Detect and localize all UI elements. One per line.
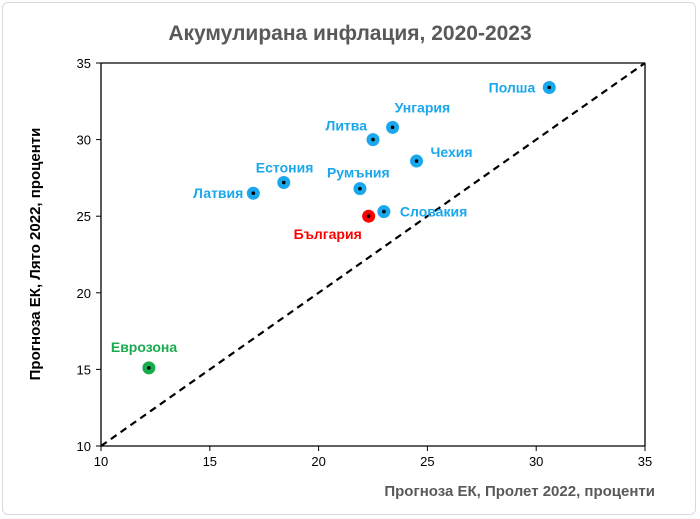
x-tick-label: 25: [420, 454, 434, 469]
x-tick-label: 30: [529, 454, 543, 469]
data-point-center: [371, 137, 375, 142]
data-point-center: [147, 366, 151, 370]
data-label: Унгария: [395, 99, 451, 115]
data-point-center: [281, 180, 286, 185]
data-point-center: [390, 125, 395, 130]
data-point-center: [414, 159, 419, 163]
data-label: България: [294, 226, 362, 242]
y-tick-label: 10: [77, 439, 91, 454]
y-tick-label: 15: [77, 362, 91, 377]
data-label: Словакия: [400, 204, 467, 220]
chart-frame: [2, 2, 696, 515]
x-tick-label: 10: [94, 454, 108, 469]
y-tick-label: 30: [77, 133, 91, 148]
y-tick-label: 35: [77, 56, 91, 71]
data-point-center: [547, 85, 552, 90]
chart-title: Акумулирана инфлация, 2020-2023: [168, 22, 531, 45]
data-label: Еврозона: [111, 339, 177, 355]
y-axis-label: Прогноза ЕК, Лято 2022, проценти: [27, 128, 44, 381]
x-axis-label: Прогноза ЕК, Пролет 2022, проценти: [384, 483, 655, 500]
reference-line-45deg: [100, 62, 646, 447]
data-label: Полша: [489, 80, 536, 96]
data-label: Естония: [256, 159, 314, 175]
data-label: Чехия: [431, 144, 473, 160]
x-tick-label: 35: [638, 454, 652, 469]
data-label: Литва: [326, 118, 368, 134]
data-label: Румъния: [327, 165, 390, 181]
y-tick-label: 25: [77, 209, 91, 224]
data-point-center: [251, 191, 256, 196]
data-point-center: [382, 209, 386, 214]
x-tick-label: 15: [203, 454, 217, 469]
data-point-center: [358, 186, 362, 191]
data-label: Латвия: [193, 185, 243, 201]
x-tick-label: 20: [311, 454, 325, 469]
y-tick-label: 20: [77, 286, 91, 301]
data-point-center: [366, 214, 371, 218]
